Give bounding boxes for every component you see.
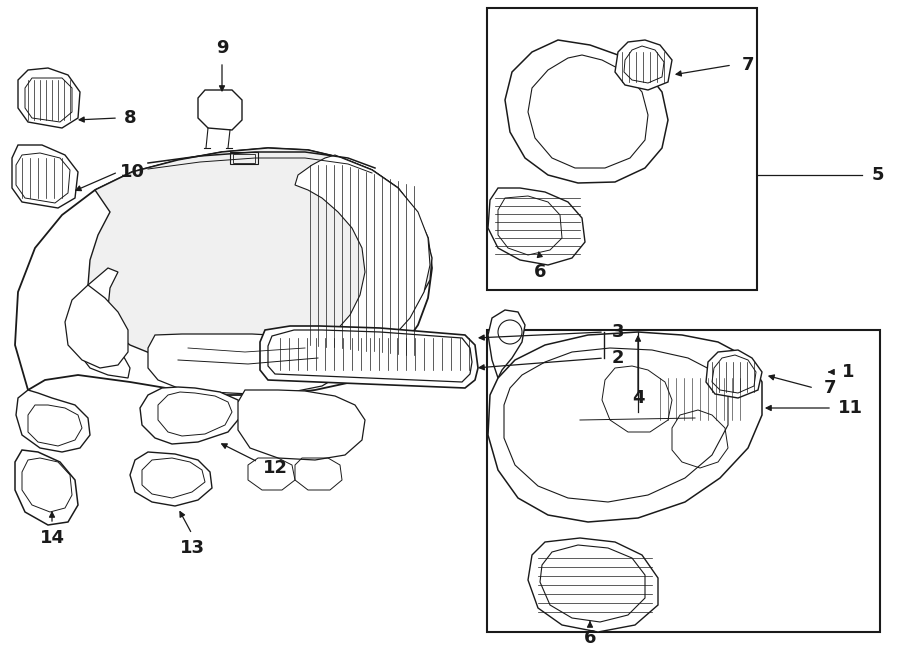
Polygon shape xyxy=(260,326,478,388)
Polygon shape xyxy=(88,148,432,374)
Polygon shape xyxy=(65,285,128,368)
Text: 8: 8 xyxy=(123,109,136,127)
Text: 12: 12 xyxy=(263,459,287,477)
Polygon shape xyxy=(140,387,242,444)
Text: 11: 11 xyxy=(838,399,862,417)
Bar xyxy=(762,356,787,378)
Polygon shape xyxy=(15,450,78,525)
Text: 7: 7 xyxy=(824,379,836,397)
Polygon shape xyxy=(528,538,658,632)
Polygon shape xyxy=(505,40,668,183)
Text: 1: 1 xyxy=(842,363,854,381)
Text: 6: 6 xyxy=(584,629,596,647)
Polygon shape xyxy=(488,332,762,522)
Text: 2: 2 xyxy=(612,349,625,367)
Polygon shape xyxy=(16,390,90,452)
Text: 7: 7 xyxy=(742,56,754,74)
Polygon shape xyxy=(642,364,758,432)
Polygon shape xyxy=(750,338,825,418)
Polygon shape xyxy=(295,155,430,365)
Bar xyxy=(792,356,816,400)
Text: 6: 6 xyxy=(534,263,546,281)
Circle shape xyxy=(498,320,522,344)
Bar xyxy=(233,154,255,163)
Text: 10: 10 xyxy=(120,163,145,181)
Text: 3: 3 xyxy=(612,323,625,341)
Polygon shape xyxy=(12,145,78,208)
Polygon shape xyxy=(130,452,212,506)
Bar xyxy=(758,352,820,404)
Polygon shape xyxy=(615,40,672,90)
Polygon shape xyxy=(488,310,525,378)
Text: 14: 14 xyxy=(40,529,65,547)
Text: 13: 13 xyxy=(179,539,204,557)
Polygon shape xyxy=(268,330,472,382)
Polygon shape xyxy=(18,68,80,128)
Bar xyxy=(487,8,757,290)
Polygon shape xyxy=(78,268,130,378)
Text: 5: 5 xyxy=(872,166,884,184)
Polygon shape xyxy=(15,148,432,395)
Polygon shape xyxy=(238,390,365,460)
Text: 4: 4 xyxy=(632,389,644,407)
Polygon shape xyxy=(148,334,348,394)
Bar xyxy=(230,152,258,164)
Text: 9: 9 xyxy=(216,39,229,57)
Polygon shape xyxy=(706,350,762,398)
Polygon shape xyxy=(488,188,585,265)
Polygon shape xyxy=(198,90,242,130)
Bar xyxy=(487,330,880,632)
Bar xyxy=(762,382,787,400)
